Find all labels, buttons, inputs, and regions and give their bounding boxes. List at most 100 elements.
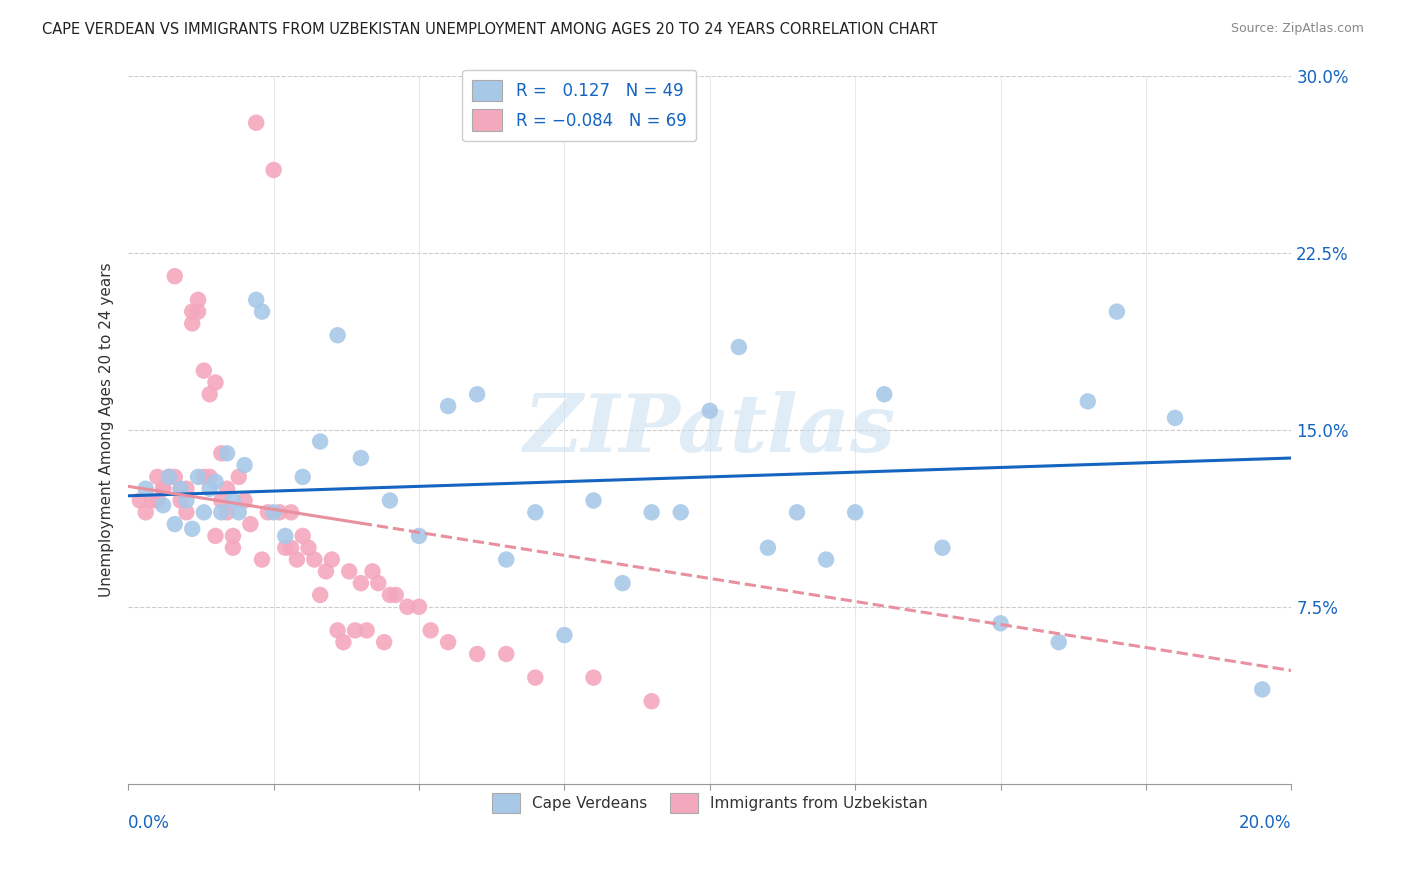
Point	[437, 635, 460, 649]
Point	[612, 576, 634, 591]
Point	[367, 576, 389, 591]
Point	[250, 552, 273, 566]
Point	[135, 482, 157, 496]
Point	[181, 522, 204, 536]
Point	[256, 505, 278, 519]
Point	[640, 694, 662, 708]
Point	[146, 493, 169, 508]
Point	[141, 493, 163, 508]
Point	[157, 470, 180, 484]
Point	[157, 470, 180, 484]
Text: ZIPatlas: ZIPatlas	[523, 391, 896, 468]
Point	[163, 470, 186, 484]
Point	[128, 493, 150, 508]
Point	[582, 493, 605, 508]
Point	[209, 505, 232, 519]
Point	[217, 505, 239, 519]
Point	[181, 317, 204, 331]
Point	[245, 116, 267, 130]
Point	[228, 505, 250, 519]
Point	[193, 364, 215, 378]
Point	[378, 588, 401, 602]
Point	[217, 446, 239, 460]
Point	[408, 599, 430, 614]
Point	[640, 505, 662, 519]
Point	[152, 498, 174, 512]
Point	[152, 482, 174, 496]
Point	[361, 565, 384, 579]
Point	[169, 482, 191, 496]
Point	[332, 635, 354, 649]
Point	[844, 505, 866, 519]
Point	[350, 576, 373, 591]
Point	[309, 588, 332, 602]
Point	[263, 505, 285, 519]
Point	[169, 493, 191, 508]
Point	[1077, 394, 1099, 409]
Point	[228, 470, 250, 484]
Point	[465, 387, 488, 401]
Point	[204, 529, 226, 543]
Point	[263, 163, 285, 178]
Point	[245, 293, 267, 307]
Point	[239, 517, 262, 532]
Point	[396, 599, 419, 614]
Point	[1047, 635, 1070, 649]
Point	[699, 404, 721, 418]
Point	[152, 482, 174, 496]
Point	[495, 552, 517, 566]
Point	[326, 328, 349, 343]
Point	[176, 505, 198, 519]
Point	[250, 304, 273, 318]
Point	[269, 505, 291, 519]
Point	[1164, 410, 1187, 425]
Point	[350, 450, 373, 465]
Point	[163, 269, 186, 284]
Point	[408, 529, 430, 543]
Text: Source: ZipAtlas.com: Source: ZipAtlas.com	[1230, 22, 1364, 36]
Point	[291, 470, 314, 484]
Point	[524, 671, 547, 685]
Point	[931, 541, 953, 555]
Point	[873, 387, 896, 401]
Legend: Cape Verdeans, Immigrants from Uzbekistan: Cape Verdeans, Immigrants from Uzbekista…	[486, 787, 934, 819]
Point	[309, 434, 332, 449]
Point	[193, 505, 215, 519]
Point	[193, 470, 215, 484]
Point	[356, 624, 378, 638]
Text: 20.0%: 20.0%	[1239, 814, 1291, 832]
Point	[204, 376, 226, 390]
Point	[465, 647, 488, 661]
Point	[344, 624, 367, 638]
Point	[291, 529, 314, 543]
Point	[157, 470, 180, 484]
Point	[756, 541, 779, 555]
Point	[304, 552, 326, 566]
Point	[582, 671, 605, 685]
Text: CAPE VERDEAN VS IMMIGRANTS FROM UZBEKISTAN UNEMPLOYMENT AMONG AGES 20 TO 24 YEAR: CAPE VERDEAN VS IMMIGRANTS FROM UZBEKIST…	[42, 22, 938, 37]
Point	[209, 446, 232, 460]
Point	[176, 482, 198, 496]
Point	[198, 387, 221, 401]
Point	[233, 458, 256, 472]
Point	[274, 541, 297, 555]
Point	[280, 541, 302, 555]
Point	[222, 541, 245, 555]
Point	[990, 616, 1012, 631]
Point	[209, 493, 232, 508]
Point	[169, 482, 191, 496]
Point	[187, 304, 209, 318]
Point	[146, 470, 169, 484]
Point	[198, 482, 221, 496]
Point	[524, 505, 547, 519]
Point	[297, 541, 319, 555]
Text: 0.0%: 0.0%	[128, 814, 170, 832]
Point	[233, 493, 256, 508]
Y-axis label: Unemployment Among Ages 20 to 24 years: Unemployment Among Ages 20 to 24 years	[100, 262, 114, 597]
Point	[187, 293, 209, 307]
Point	[217, 482, 239, 496]
Point	[198, 470, 221, 484]
Point	[222, 493, 245, 508]
Point	[163, 517, 186, 532]
Point	[321, 552, 343, 566]
